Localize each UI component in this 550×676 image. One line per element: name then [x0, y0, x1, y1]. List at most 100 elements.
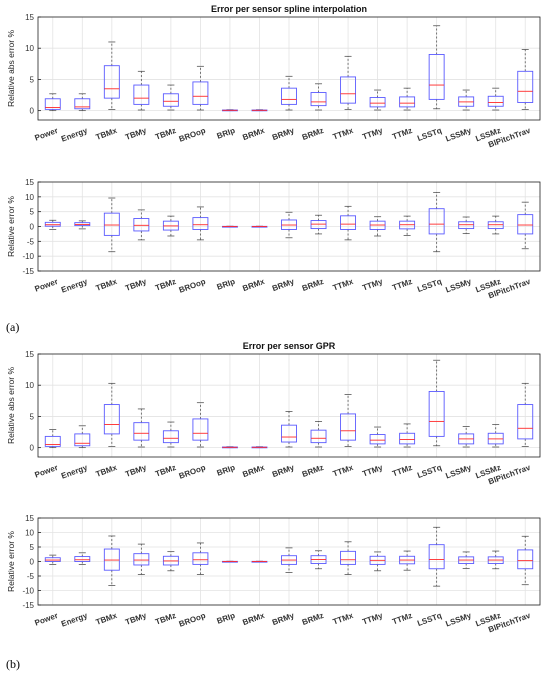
box-BRMx [251, 446, 268, 449]
box-LSSTq [428, 25, 445, 110]
x-tick-label-BRMy: BRMy [271, 126, 296, 142]
y-tick-label: -15 [22, 267, 34, 276]
box-iqr [340, 413, 357, 441]
y-axis-label: Relative error % [6, 196, 16, 257]
box-TBMx [103, 41, 120, 110]
x-tick-label-TTMz: TTMz [391, 126, 413, 141]
box-BRMz [310, 214, 327, 235]
box-LSSTq [428, 526, 445, 587]
x-tick-label-Power: Power [33, 277, 59, 294]
x-tick-label-TBMx: TBMx [95, 611, 119, 627]
box-iqr [340, 215, 357, 230]
box-TBMx [103, 197, 120, 253]
x-tick-label-BRMz: BRMz [301, 463, 325, 479]
box-TTMy [369, 89, 386, 111]
y-tick-label: 10 [25, 193, 34, 202]
box-BRMx [251, 560, 268, 563]
box-LSSMz [487, 550, 504, 570]
x-tick-label-BRMz: BRMz [301, 277, 325, 293]
box-iqr [428, 54, 445, 100]
box-iqr [281, 424, 297, 443]
x-tick-label-Power: Power [33, 611, 59, 628]
box-BRMy [281, 211, 297, 239]
y-tick-label: 15 [25, 178, 34, 187]
y-tick-label: -10 [22, 587, 34, 596]
box-BROop [192, 402, 209, 448]
x-tick-label-LSSTq: LSSTq [416, 277, 443, 294]
x-tick-label-Energy: Energy [60, 126, 89, 144]
chart-title: Error per sensor spline interpolation [211, 4, 367, 14]
x-tick-label-TTMz: TTMz [391, 611, 413, 626]
box-iqr [133, 218, 150, 232]
box-Power [44, 93, 61, 112]
x-tick-label-TBMz: TBMz [154, 463, 177, 479]
box-Energy [74, 93, 91, 112]
box-BRMz [310, 83, 327, 111]
box-iqr [340, 550, 357, 565]
x-tick-label-TTMx: TTMx [332, 611, 355, 627]
box-iqr [340, 76, 357, 104]
x-tick-label-Power: Power [33, 463, 59, 480]
box-TTMx [340, 394, 357, 447]
box-TBMy [133, 543, 150, 575]
box-BROop [192, 65, 209, 111]
x-tick-label-TTMz: TTMz [391, 277, 413, 292]
box-BRMz [310, 421, 327, 448]
box-BRMx [251, 225, 268, 228]
box-Energy [74, 552, 91, 565]
box-iqr [162, 430, 179, 444]
box-iqr [517, 404, 534, 440]
box-iqr [281, 87, 297, 105]
box-iqr [192, 552, 209, 565]
x-tick-label-TBMz: TBMz [154, 277, 177, 293]
x-tick-label-TBMy: TBMy [124, 277, 148, 293]
box-TBMx [103, 535, 120, 586]
chart-panel-2: -15 -10 -5 0 5 10 15 Power Energy TBMx TBMy TBMz BRO… [6, 178, 541, 300]
box-iqr [428, 391, 445, 437]
x-tick-label-BRMz: BRMz [301, 126, 325, 142]
chart-title: Error per sensor GPR [243, 341, 336, 351]
box-iqr [428, 544, 445, 570]
box-iqr [517, 549, 534, 570]
y-tick-label: 10 [25, 44, 34, 53]
box-iqr [369, 434, 386, 445]
box-TTMy [369, 216, 386, 237]
box-LSSTq [428, 359, 445, 447]
box-iqr [44, 435, 61, 447]
box-LSSMy [458, 89, 475, 111]
box-BlPitchTrav [517, 382, 534, 447]
box-TBMx [103, 382, 120, 447]
y-tick-label: 0 [30, 223, 35, 232]
x-tick-label-BRMz: BRMz [301, 611, 325, 627]
box-iqr [517, 70, 534, 103]
x-tick-label-BRMy: BRMy [271, 463, 296, 479]
y-tick-label: 15 [25, 350, 34, 359]
box-iqr [103, 212, 120, 236]
box-TBMy [133, 408, 150, 448]
box-LSSTq [428, 191, 445, 253]
box-iqr [517, 214, 534, 235]
x-tick-label-TTMx: TTMx [332, 126, 355, 142]
box-iqr [428, 208, 445, 235]
box-LSSMz [487, 87, 504, 111]
x-tick-label-TBMy: TBMy [124, 126, 148, 142]
y-tick-label: 5 [30, 412, 35, 421]
y-tick-label: -5 [27, 237, 35, 246]
y-tick-label: 5 [30, 75, 35, 84]
box-BRIp [221, 109, 238, 112]
x-tick-label-BRMy: BRMy [271, 611, 296, 627]
x-tick-label-Energy: Energy [60, 611, 89, 629]
box-TTMy [369, 551, 386, 572]
box-LSSMz [487, 424, 504, 448]
box-LSSMy [458, 216, 475, 235]
x-tick-label-TTMz: TTMz [391, 463, 413, 478]
x-tick-label-BRMx: BRMx [241, 277, 266, 293]
box-BlPitchTrav [517, 535, 534, 586]
x-tick-label-LSSTq: LSSTq [416, 126, 443, 143]
box-TBMz [162, 84, 179, 111]
plot-frame [37, 353, 541, 458]
box-TBMy [133, 70, 150, 111]
box-TTMz [399, 423, 416, 448]
x-tick-label-TBMz: TBMz [154, 611, 177, 627]
x-tick-label-TBMx: TBMx [95, 463, 119, 479]
